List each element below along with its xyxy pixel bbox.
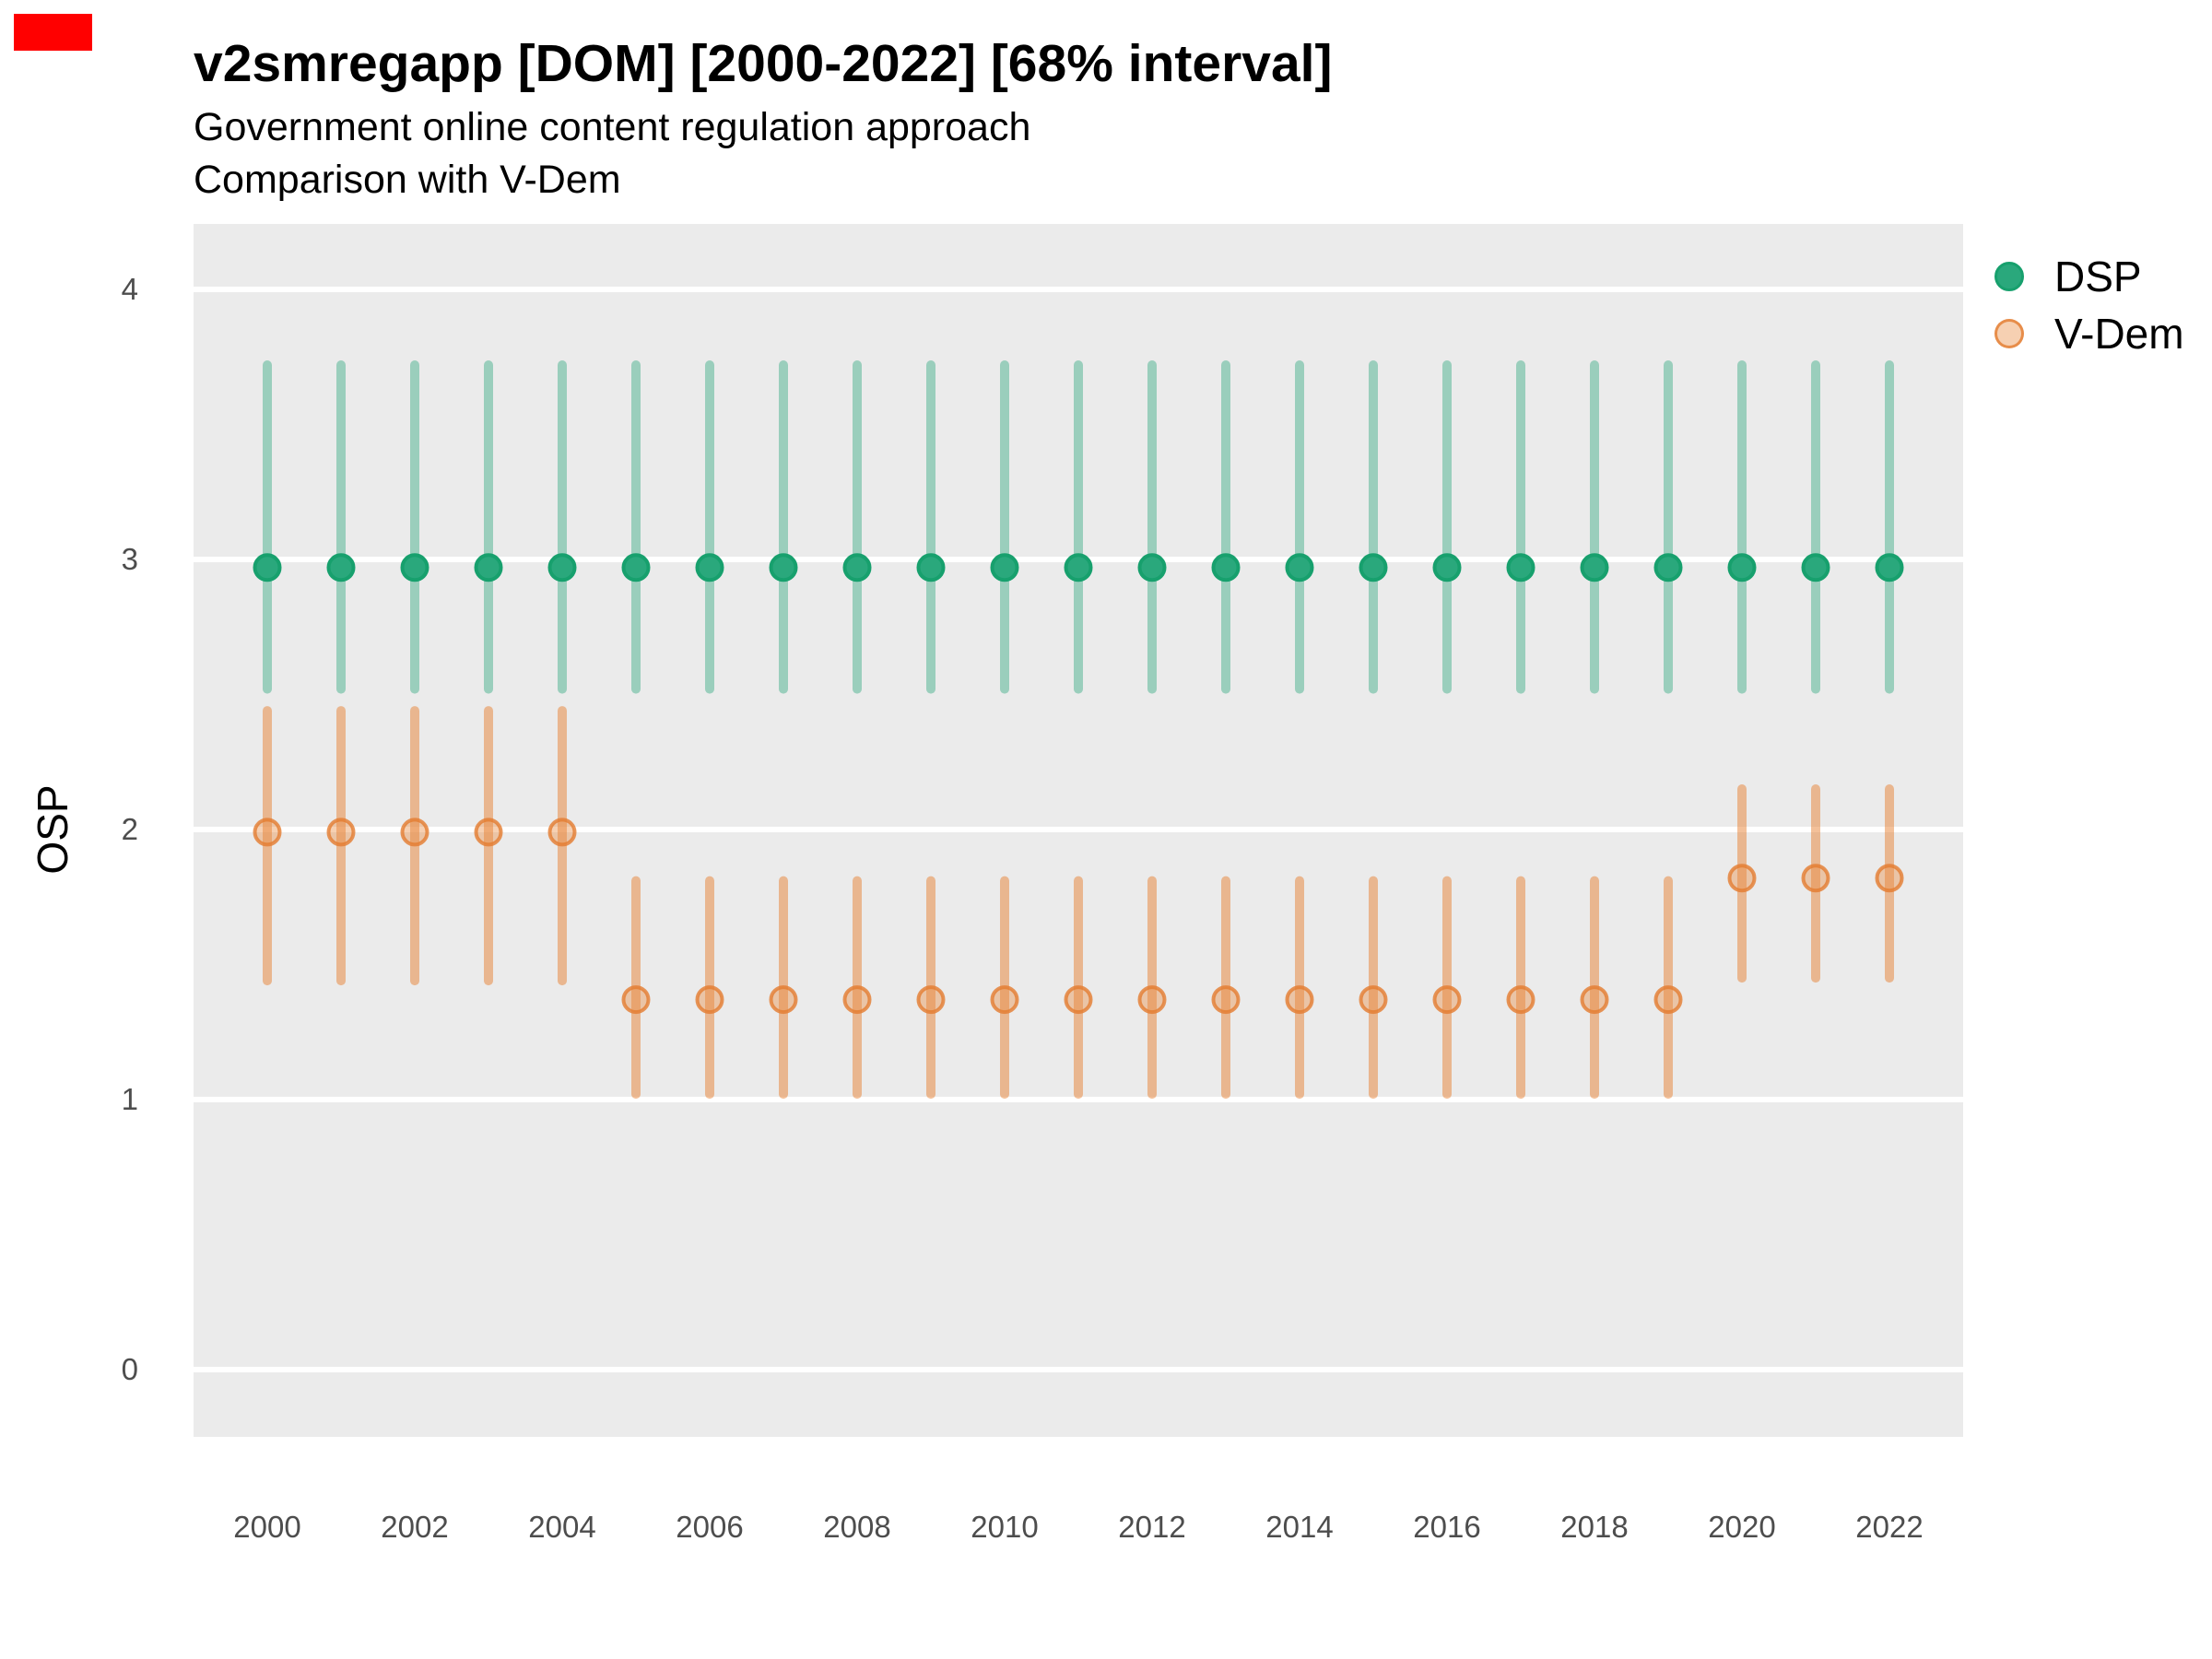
chart-title: v2smregapp [DOM] [2000-2022] [68% interv… (194, 34, 1333, 93)
v-dem-point (1432, 985, 1462, 1015)
y-tick-label: 2 (121, 812, 138, 846)
v-dem-point (916, 985, 946, 1015)
dsp-point (916, 553, 946, 582)
dsp-point (842, 553, 872, 582)
dsp-legend-swatch (1994, 262, 2024, 291)
chart-canvas (194, 287, 1963, 1372)
x-tick-label: 2004 (528, 1510, 596, 1544)
legend: DSP V-Dem (1994, 248, 2184, 362)
dsp-point (695, 553, 724, 582)
v-dem-point (621, 985, 651, 1015)
x-tick-label: 2014 (1265, 1510, 1334, 1544)
x-tick-label: 2012 (1118, 1510, 1186, 1544)
vdem-legend-swatch (1994, 319, 2024, 348)
x-tick-label: 2010 (971, 1510, 1039, 1544)
red-marker (14, 14, 92, 51)
v-dem-point (1653, 985, 1683, 1015)
dsp-point (990, 553, 1019, 582)
v-dem-point (1285, 985, 1314, 1015)
v-dem-point (253, 818, 282, 847)
x-tick-label: 2018 (1560, 1510, 1629, 1544)
dsp-point (1285, 553, 1314, 582)
chart-subtitle: Government online content regulation app… (194, 101, 1030, 206)
v-dem-point (1359, 985, 1388, 1015)
dsp-point (474, 553, 503, 582)
legend-item-dsp: DSP (1994, 248, 2184, 305)
x-tick-label: 2016 (1413, 1510, 1481, 1544)
dsp-point (1137, 553, 1167, 582)
v-dem-point (326, 818, 356, 847)
v-dem-point (1727, 864, 1757, 893)
vdem-legend-label: V-Dem (2054, 310, 2184, 358)
v-dem-point (1064, 985, 1093, 1015)
v-dem-point (990, 985, 1019, 1015)
v-dem-point (400, 818, 429, 847)
v-dem-point (842, 985, 872, 1015)
dsp-point (1064, 553, 1093, 582)
y-tick-label: 0 (121, 1352, 138, 1386)
v-dem-point (474, 818, 503, 847)
v-dem-point (1801, 864, 1830, 893)
v-dem-point (1875, 864, 1904, 893)
v-dem-point (695, 985, 724, 1015)
v-dem-point (1506, 985, 1535, 1015)
dsp-point (1359, 553, 1388, 582)
x-tick-label: 2002 (381, 1510, 449, 1544)
dsp-point (1653, 553, 1683, 582)
v-dem-point (769, 985, 798, 1015)
dsp-point (1432, 553, 1462, 582)
dsp-point (547, 553, 577, 582)
x-tick-label: 2020 (1708, 1510, 1776, 1544)
x-tick-label: 2022 (1855, 1510, 1924, 1544)
dsp-legend-label: DSP (2054, 253, 2142, 300)
v-dem-point (547, 818, 577, 847)
subtitle-line-1: Government online content regulation app… (194, 105, 1031, 149)
y-tick-label: 1 (121, 1082, 138, 1116)
dsp-point (326, 553, 356, 582)
dsp-point (1580, 553, 1609, 582)
dsp-point (1801, 553, 1830, 582)
subtitle-line-2: Comparison with V-Dem (194, 158, 621, 202)
y-tick-label: 4 (121, 272, 138, 306)
dsp-point (1875, 553, 1904, 582)
x-tick-label: 2000 (233, 1510, 301, 1544)
v-dem-point (1137, 985, 1167, 1015)
plot-panel (194, 224, 1963, 1437)
x-tick-label: 2008 (823, 1510, 891, 1544)
dsp-point (621, 553, 651, 582)
legend-item-vdem: V-Dem (1994, 305, 2184, 362)
y-tick-label: 3 (121, 542, 138, 576)
dsp-point (1727, 553, 1757, 582)
dsp-point (400, 553, 429, 582)
dsp-point (253, 553, 282, 582)
x-tick-label: 2006 (676, 1510, 744, 1544)
v-dem-point (1211, 985, 1241, 1015)
v-dem-point (1580, 985, 1609, 1015)
dsp-point (1211, 553, 1241, 582)
dsp-point (769, 553, 798, 582)
dsp-point (1506, 553, 1535, 582)
